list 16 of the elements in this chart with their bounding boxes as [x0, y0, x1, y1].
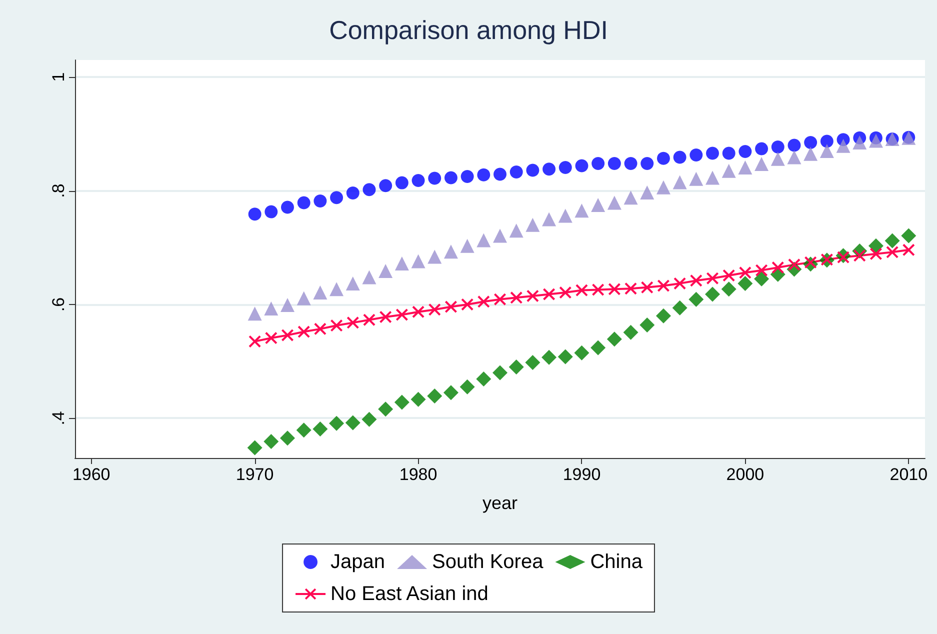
x-axis-title: year [482, 493, 518, 513]
legend-label: South Korea [432, 551, 544, 573]
y-tick-label: .8 [49, 184, 68, 198]
legend-label: No East Asian ind [330, 583, 488, 605]
x-tick-label: 1970 [236, 465, 274, 484]
x-tick-label: 1960 [72, 465, 110, 484]
x-tick-label: 2000 [726, 465, 764, 484]
chart-title: Comparison among HDI [329, 15, 608, 45]
x-tick-label: 1980 [399, 465, 438, 484]
x-tick-label: 1990 [562, 465, 601, 484]
y-tick-label: .6 [49, 297, 68, 312]
legend-label: Japan [330, 551, 386, 573]
y-tick-label: 1 [49, 72, 68, 82]
x-tick-label: 2010 [890, 465, 928, 484]
y-tick-label: .4 [49, 411, 68, 426]
legend-label: China [590, 551, 644, 573]
